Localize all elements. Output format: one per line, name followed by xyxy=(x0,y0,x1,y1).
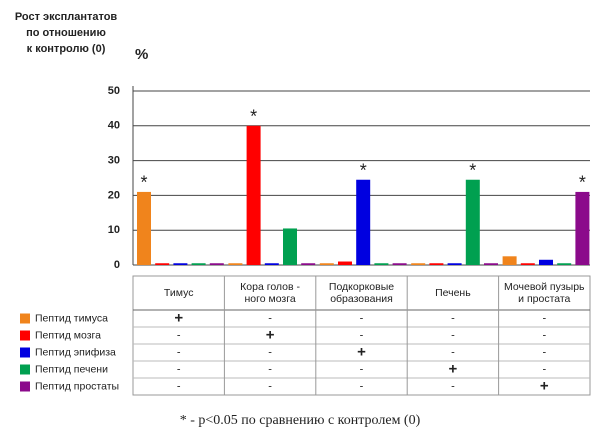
bar xyxy=(539,259,553,265)
table-cell: - xyxy=(451,312,455,324)
bar xyxy=(173,263,188,265)
bar xyxy=(155,263,170,265)
y-tick-label: 0 xyxy=(114,259,120,271)
legend-swatch xyxy=(20,330,30,341)
legend-label: Пептид мозга xyxy=(35,329,101,341)
bar xyxy=(283,228,297,265)
bar xyxy=(502,256,517,265)
legend-label: Пептид печени xyxy=(35,363,108,375)
category-label: образования xyxy=(330,293,393,305)
bar xyxy=(392,263,407,265)
legend-swatch xyxy=(20,381,30,392)
table-cell: - xyxy=(542,312,546,324)
table-cell: - xyxy=(177,380,181,392)
category-label: и простата xyxy=(518,293,570,305)
table-border xyxy=(132,275,591,396)
bar xyxy=(557,263,572,265)
table-cell: - xyxy=(360,363,364,375)
table-cell: - xyxy=(360,380,364,392)
table-cell: - xyxy=(360,312,364,324)
category-label: Тимус xyxy=(164,287,194,299)
chart-title: к контролю (0) xyxy=(27,43,106,55)
significance-marker: * xyxy=(469,160,476,180)
y-tick-label: 30 xyxy=(108,155,120,167)
table-cell: - xyxy=(451,329,455,341)
table-cell: - xyxy=(542,329,546,341)
bar xyxy=(356,179,371,265)
bar xyxy=(575,191,590,265)
table-cell: - xyxy=(268,346,272,358)
chart-title: Рост эксплантатов xyxy=(15,11,118,23)
table-cell: + xyxy=(449,360,458,377)
legend-swatch xyxy=(20,347,30,358)
bar xyxy=(429,263,444,265)
category-label: Подкорковые xyxy=(329,281,394,293)
bar xyxy=(411,263,426,265)
category-label: Печень xyxy=(435,287,471,299)
bar xyxy=(264,263,279,265)
footnote: * - p<0.05 по сравнению с контролем (0) xyxy=(180,413,421,428)
y-tick-label: 20 xyxy=(108,189,120,201)
category-label: ного мозга xyxy=(245,293,296,305)
bar xyxy=(338,261,352,265)
bar xyxy=(191,263,206,265)
table-cell: - xyxy=(177,363,181,375)
table-cell: + xyxy=(540,377,549,394)
bar xyxy=(301,263,316,265)
table-cell: - xyxy=(451,380,455,392)
legend-swatch xyxy=(20,364,30,375)
significance-marker: * xyxy=(140,173,147,193)
bar xyxy=(520,263,535,265)
table-cell: - xyxy=(177,329,181,341)
legend-label: Пептид тимуса xyxy=(35,312,108,324)
bar xyxy=(484,263,498,265)
bar xyxy=(246,125,261,265)
y-tick-label: 10 xyxy=(108,224,120,236)
bar xyxy=(209,263,224,265)
table-cell: + xyxy=(266,326,275,343)
significance-marker: * xyxy=(360,160,367,180)
table-cell: - xyxy=(268,312,272,324)
y-axis-label: % xyxy=(135,46,148,63)
bar xyxy=(319,263,334,265)
legend-label: Пептид эпифиза xyxy=(35,346,116,358)
bar xyxy=(228,263,243,265)
legend-label: Пептид простаты xyxy=(35,380,119,392)
table-cell: - xyxy=(268,363,272,375)
legend-swatch xyxy=(20,313,30,324)
table-cell: - xyxy=(268,380,272,392)
significance-marker: * xyxy=(250,107,257,127)
bar xyxy=(465,179,480,265)
category-label: Кора голов - xyxy=(240,281,300,293)
chart-title: по отношению xyxy=(26,27,106,39)
table-cell: - xyxy=(451,346,455,358)
bar xyxy=(137,191,151,265)
table-cell: - xyxy=(542,346,546,358)
significance-marker: * xyxy=(579,173,586,193)
y-tick-label: 40 xyxy=(108,120,120,132)
table-cell: - xyxy=(360,329,364,341)
bar xyxy=(374,263,389,265)
table-cell: + xyxy=(174,309,183,326)
table-cell: + xyxy=(357,343,366,360)
category-label: Мочевой пузырь xyxy=(504,281,585,293)
table-cell: - xyxy=(177,346,181,358)
y-tick-label: 50 xyxy=(108,85,120,97)
bar xyxy=(447,263,462,265)
table-cell: - xyxy=(542,363,546,375)
